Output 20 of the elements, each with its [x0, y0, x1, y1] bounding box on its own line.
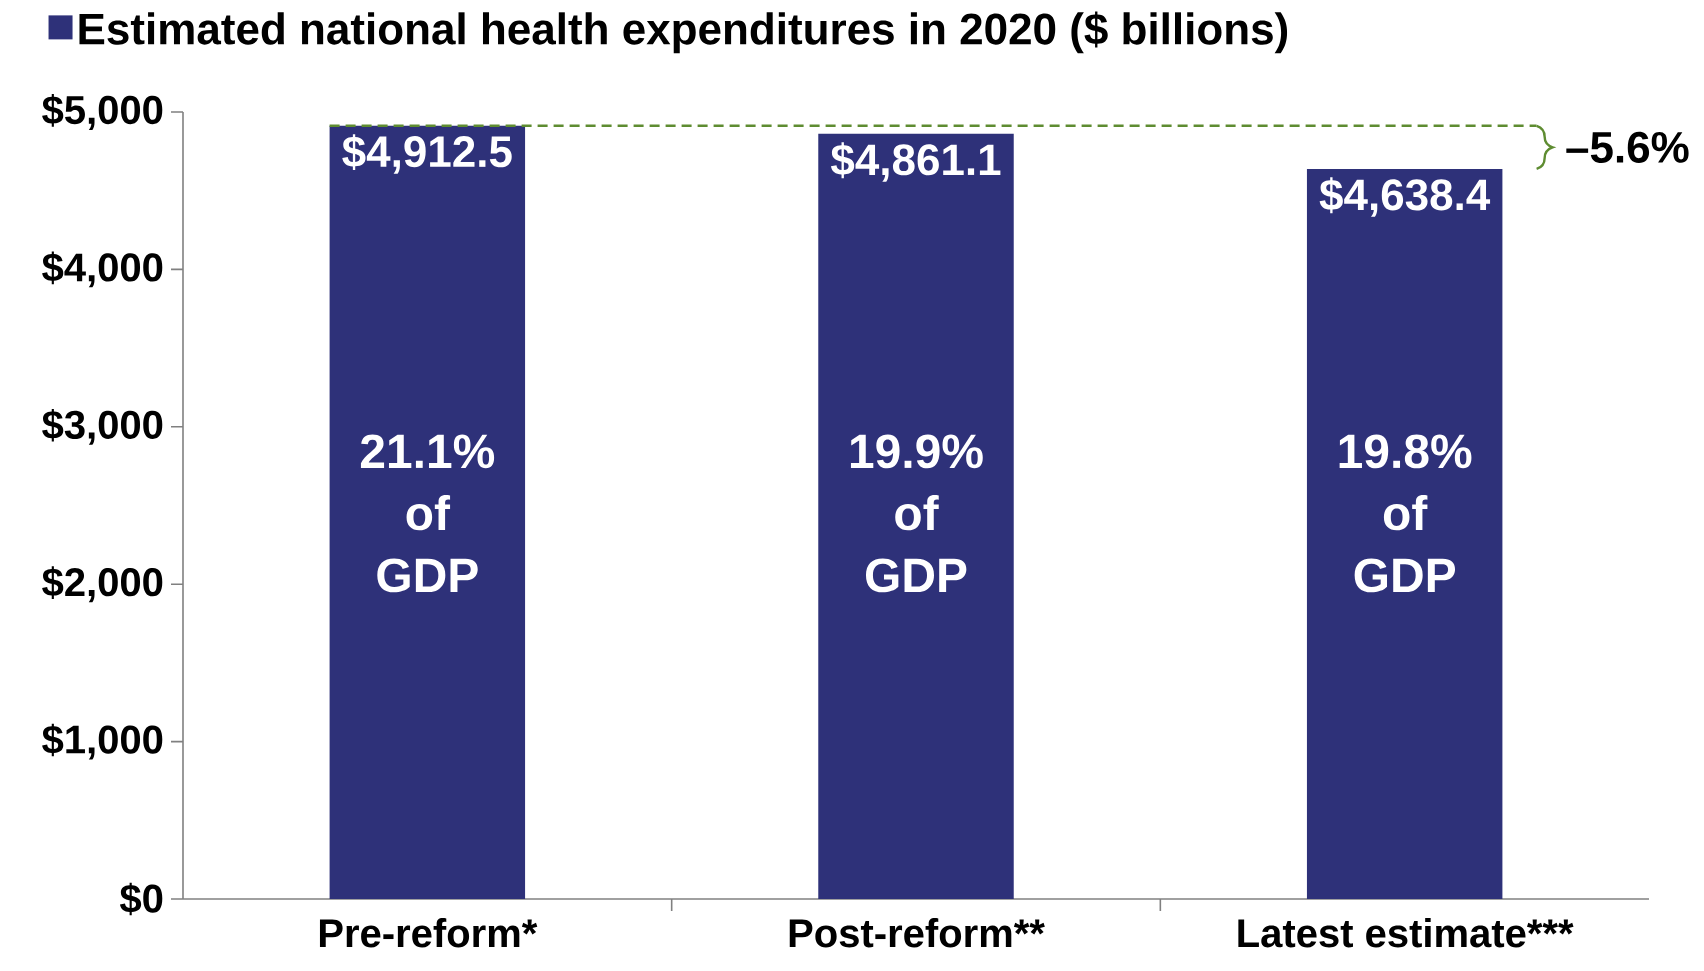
- y-tick-label: $4,000: [42, 251, 163, 288]
- x-tick-label: Pre-reform*: [319, 918, 538, 948]
- y-tick-label: $1,000: [42, 723, 163, 760]
- annotation: 19.8% of GDP: [1339, 434, 1472, 593]
- y-tick-label: $0: [119, 882, 163, 916]
- legend-label: Estimated national health expenditures in 2020 ($ billions): [79, 11, 1288, 54]
- annotation: –5.6%: [1566, 131, 1689, 163]
- x-tick-label: Latest estimate***: [1238, 918, 1574, 948]
- x-tick-label: Post-reform**: [789, 918, 1045, 948]
- y-tick-label: $3,000: [42, 408, 163, 445]
- data-label: $4,912.5: [342, 134, 512, 174]
- bar: [329, 125, 526, 899]
- y-tick-label: $5,000: [42, 94, 163, 130]
- y-tick-label: $2,000: [42, 566, 163, 603]
- data-label: $4,638.4: [1319, 177, 1491, 217]
- data-label: $4,861.1: [830, 142, 1001, 182]
- bar: [818, 133, 1014, 899]
- annotation: 19.9% of GDP: [850, 434, 983, 593]
- bar: [1306, 168, 1503, 899]
- annotation: 21.1% of GDP: [360, 434, 495, 593]
